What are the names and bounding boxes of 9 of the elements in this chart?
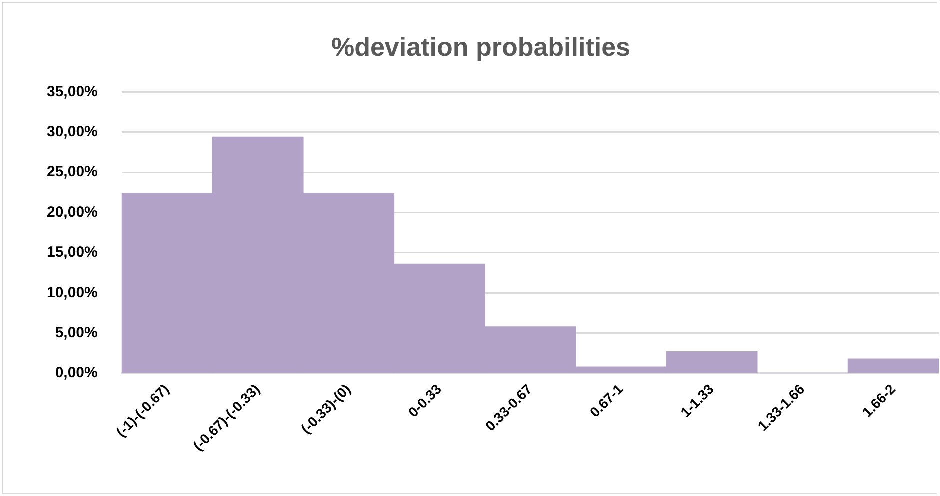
y-tick-label: 0,00% [55,364,98,382]
y-tick-label: 20,00% [47,204,98,221]
y-tick-label: 30,00% [47,124,98,141]
y-tick-label: 5,00% [55,324,98,342]
y-tick-label: 25,00% [47,164,98,181]
y-tick-label: 35,00% [47,83,98,100]
y-tick-label: 15,00% [47,244,98,262]
chart-title: %deviation probabilities [331,32,631,62]
y-tick-label: 10,00% [47,284,98,302]
